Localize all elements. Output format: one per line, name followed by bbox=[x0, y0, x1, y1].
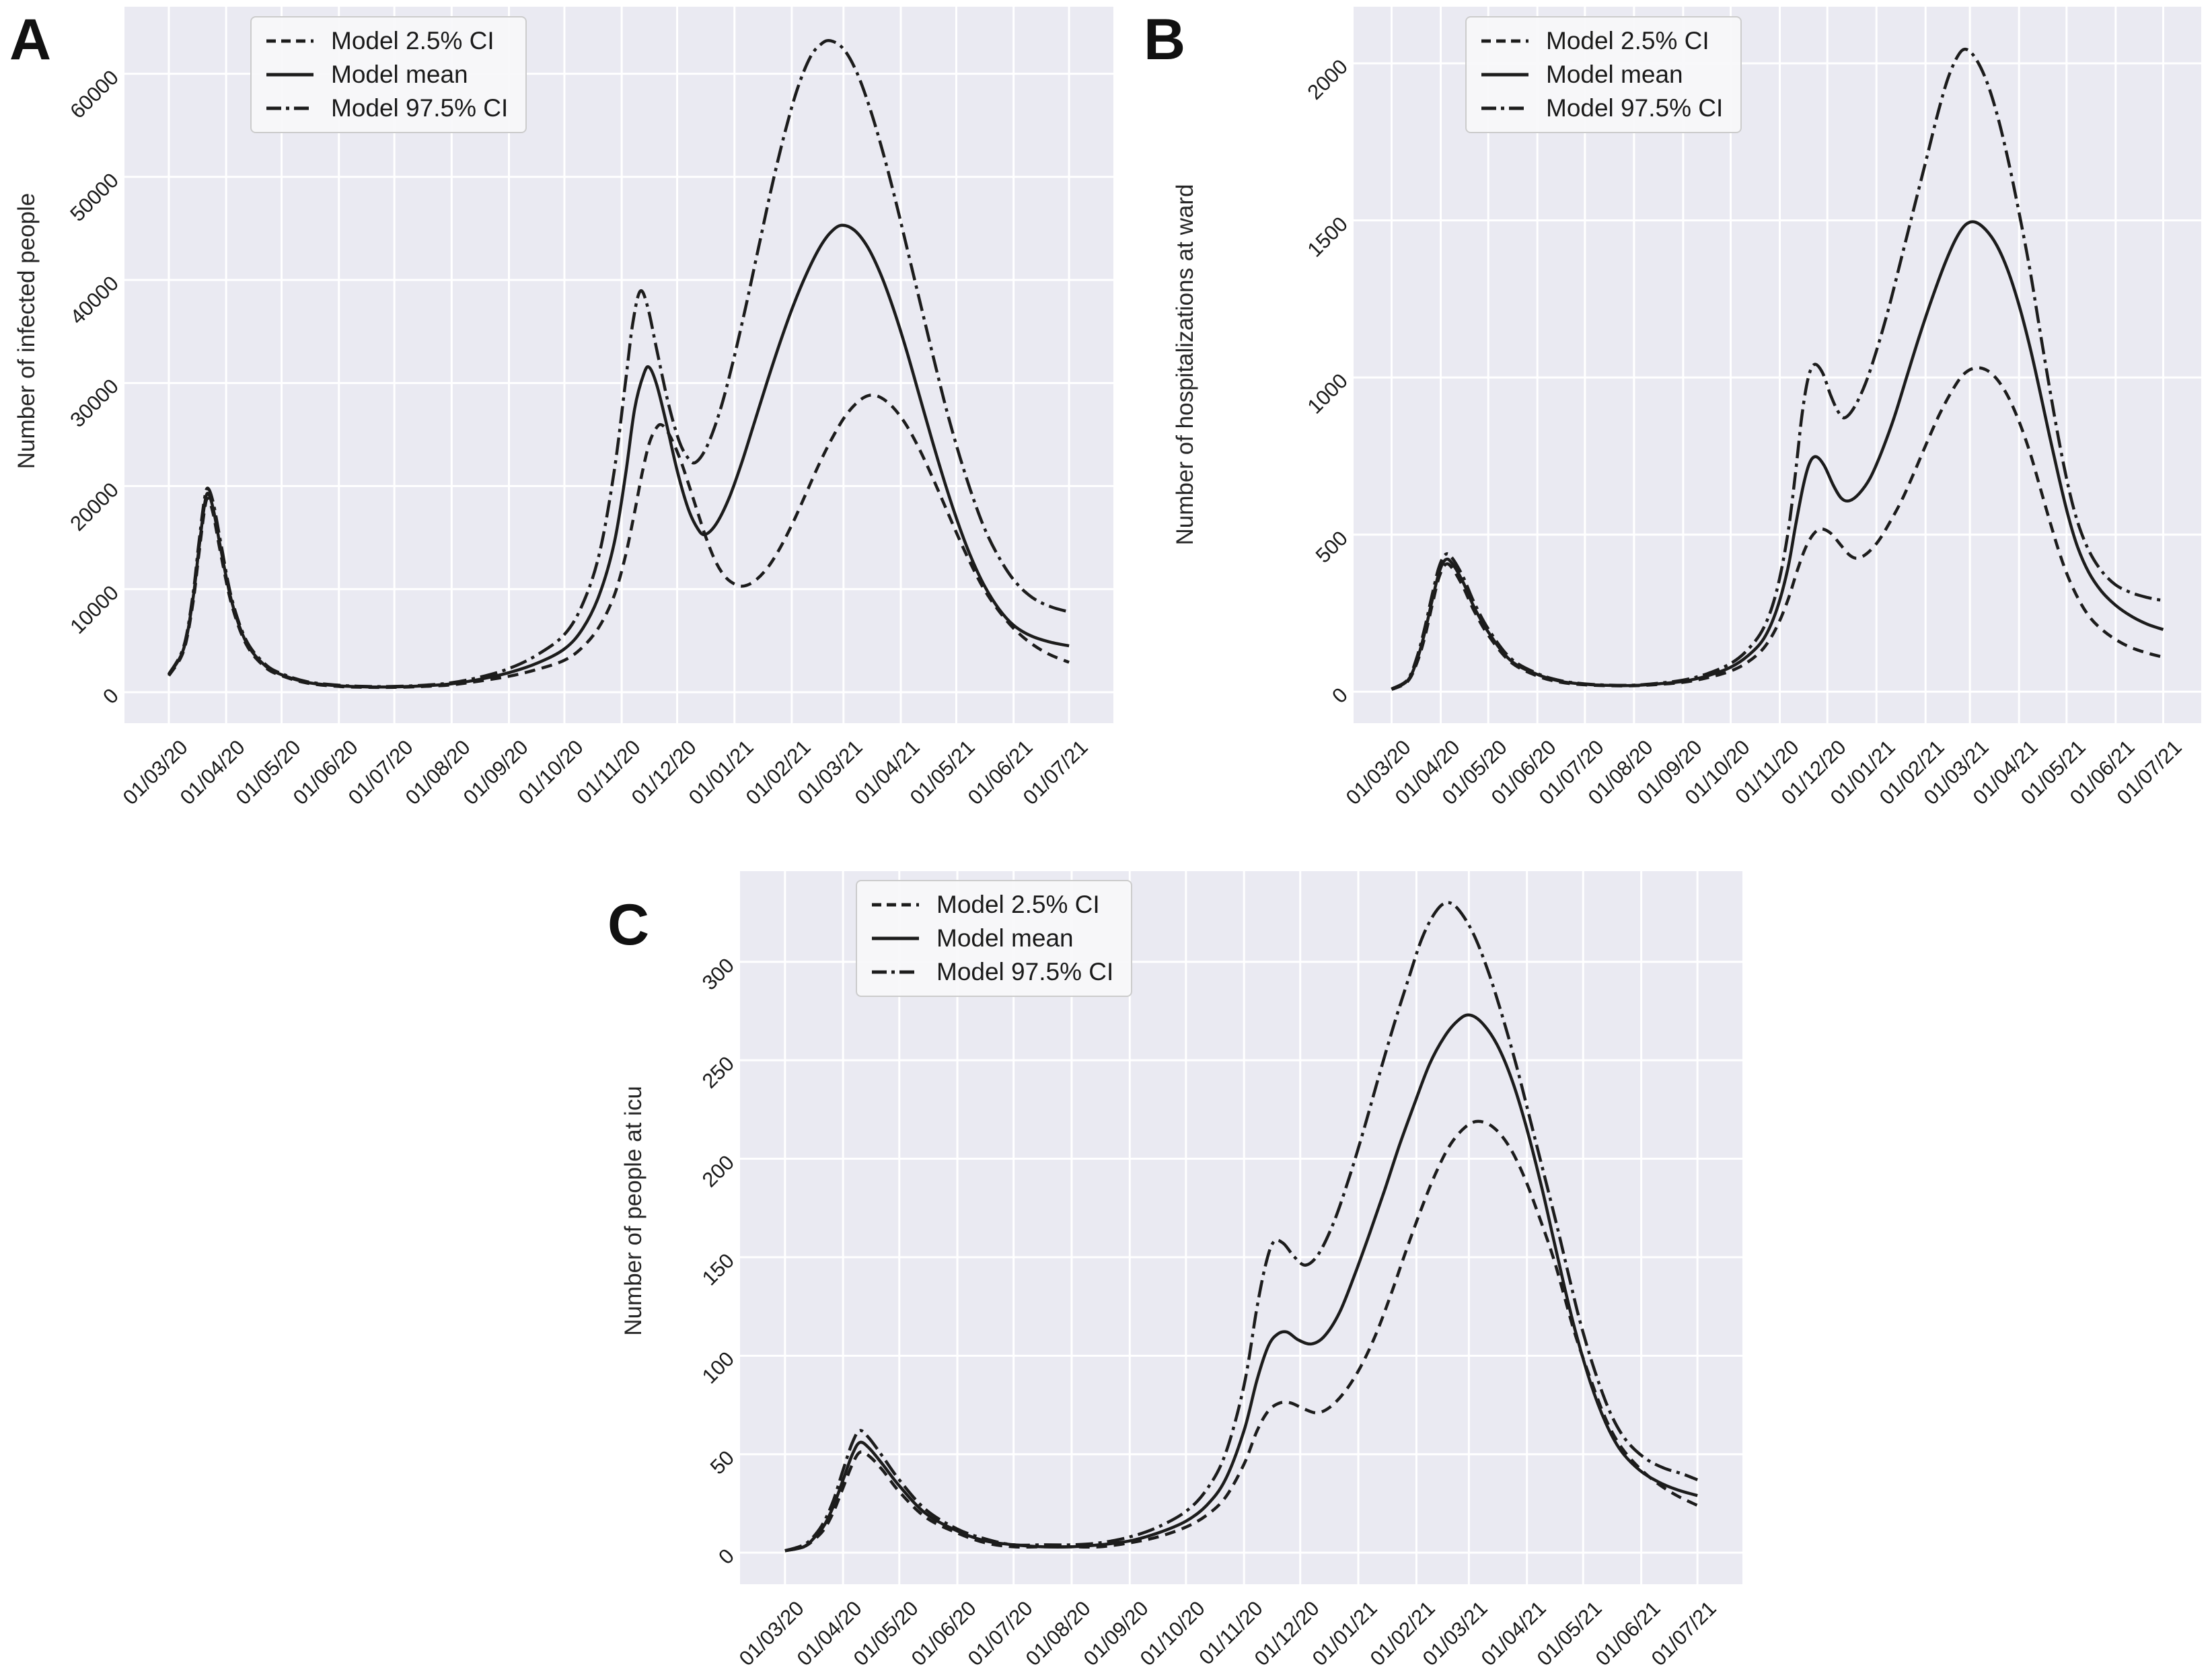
legend-item-label: Model mean bbox=[331, 61, 468, 88]
series-solid-path bbox=[1391, 220, 2164, 691]
y-tick-label: 150 bbox=[697, 1249, 739, 1290]
y-axis-label-b: Number of hospitalizations at ward bbox=[1172, 184, 1198, 546]
legend-item-label: Model mean bbox=[1546, 61, 1683, 88]
legend-item: Model mean bbox=[1480, 61, 1723, 89]
legend-item-label: Model 2.5% CI bbox=[1546, 27, 1709, 54]
series-dashdot-path bbox=[1391, 47, 2164, 691]
y-axis-label-a: Number of infected people bbox=[13, 192, 40, 470]
panel-letter-a: A bbox=[9, 7, 52, 72]
legend-item: Model 2.5% CI bbox=[871, 891, 1113, 919]
y-tick-label: 1500 bbox=[1302, 211, 1353, 262]
series-dashed-path bbox=[168, 394, 1070, 690]
y-tick-label: 300 bbox=[697, 953, 739, 995]
y-tick-label: 10000 bbox=[65, 581, 124, 638]
legend-line-sample-dashed bbox=[872, 903, 919, 907]
y-tick-label: 0 bbox=[1327, 683, 1353, 708]
series-dashed-path bbox=[784, 1119, 1699, 1553]
legend-b: Model 2.5% CI Model mean Model 97.5% CI bbox=[1465, 16, 1742, 133]
y-tick-label: 50 bbox=[705, 1446, 739, 1479]
y-tick-label: 500 bbox=[1311, 526, 1353, 568]
legend-line-sample-solid bbox=[1481, 73, 1528, 77]
legend-item: Model 2.5% CI bbox=[1480, 27, 1723, 55]
legend-line-sample-dashdot bbox=[1481, 106, 1528, 110]
y-tick-label: 40000 bbox=[65, 271, 124, 330]
legend-line-sample-dashdot bbox=[266, 106, 314, 110]
y-tick-label: 30000 bbox=[65, 374, 124, 433]
legend-line-sample-solid bbox=[266, 73, 314, 77]
legend-item-label: Model mean bbox=[936, 924, 1074, 952]
y-axis-label-c: Number of people at icu bbox=[620, 1086, 647, 1336]
legend-item: Model 97.5% CI bbox=[1480, 94, 1723, 122]
y-tick-label: 2000 bbox=[1302, 54, 1353, 104]
legend-item-label: Model 2.5% CI bbox=[936, 891, 1100, 918]
y-tick-label: 200 bbox=[697, 1150, 739, 1192]
legend-item-label: Model 97.5% CI bbox=[936, 958, 1114, 986]
legend-line-sample-solid bbox=[872, 936, 919, 940]
panel-letter-c: C bbox=[607, 893, 650, 957]
legend-item-label: Model 97.5% CI bbox=[1546, 94, 1724, 122]
legend-item: Model 97.5% CI bbox=[265, 94, 508, 122]
legend-c: Model 2.5% CI Model mean Model 97.5% CI bbox=[856, 880, 1133, 997]
y-tick-label: 100 bbox=[697, 1347, 739, 1388]
legend-line-sample-dashed bbox=[266, 39, 314, 43]
legend-item-label: Model 2.5% CI bbox=[331, 27, 494, 54]
y-tick-label: 1000 bbox=[1302, 369, 1353, 418]
y-tick-label: 0 bbox=[98, 683, 124, 709]
series-dashdot-path bbox=[167, 38, 1070, 688]
series-dashed-path bbox=[1391, 366, 2164, 692]
legend-item: Model mean bbox=[871, 924, 1113, 953]
legend-item: Model mean bbox=[265, 61, 508, 89]
legend-line-sample-dashed bbox=[1481, 39, 1528, 43]
legend-item: Model 2.5% CI bbox=[265, 27, 508, 55]
series-dashdot-path bbox=[784, 901, 1699, 1553]
y-tick-label: 250 bbox=[697, 1051, 739, 1093]
panel-letter-b: B bbox=[1144, 7, 1186, 72]
legend-item-label: Model 97.5% CI bbox=[331, 94, 509, 122]
legend-item: Model 97.5% CI bbox=[871, 958, 1113, 986]
y-tick-label: 50000 bbox=[65, 168, 124, 226]
y-tick-label: 20000 bbox=[65, 477, 124, 535]
y-tick-label: 60000 bbox=[65, 65, 124, 123]
legend-line-sample-dashdot bbox=[872, 970, 919, 974]
series-solid-path bbox=[784, 1013, 1698, 1553]
y-tick-label: 0 bbox=[714, 1544, 739, 1569]
figure-canvas: { "colors": { "figure_bg": "#ffffff", "p… bbox=[9, 7, 2201, 1671]
legend-a: Model 2.5% CI Model mean Model 97.5% CI bbox=[250, 16, 527, 133]
